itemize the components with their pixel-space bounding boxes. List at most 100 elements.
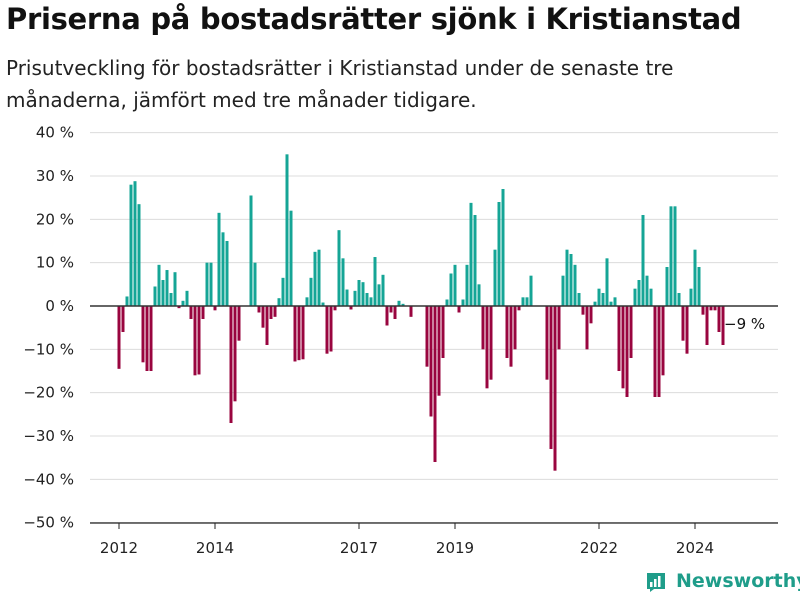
x-tick-label: 2012 [100,539,138,557]
bar [629,306,633,358]
bar [117,306,121,369]
bar [389,306,393,313]
bar [309,277,313,306]
y-tick-label: −20 % [23,384,74,402]
x-tick-label: 2024 [676,539,714,557]
bar [589,306,593,324]
bar [401,303,405,306]
bar [565,249,569,306]
brand-name: Newsworthy [676,570,800,592]
y-tick-label: −50 % [23,514,74,532]
bar [233,306,237,402]
bar [705,306,709,345]
bar [481,306,485,350]
bar [125,296,129,306]
bar [721,306,725,345]
chart-subtitle: Prisutveckling för bostadsrätter i Krist… [6,56,674,112]
bar [461,299,465,306]
bar [237,306,241,341]
bar [353,290,357,306]
bar [341,258,345,306]
bar [633,288,637,306]
bar [281,277,285,306]
bar [157,264,161,306]
bar [429,306,433,417]
bar [165,270,169,306]
bar [373,257,377,306]
bar [301,306,305,360]
x-tick-label: 2022 [580,539,618,557]
bar [605,258,609,306]
bar [517,306,521,311]
bar [673,206,677,306]
bar [337,230,341,306]
bar [477,284,481,306]
bar [621,306,625,389]
bar [557,306,561,350]
bar [689,288,693,306]
bar [509,306,513,367]
bar [265,306,269,345]
bar-series [117,154,725,471]
y-tick-label: 20 % [36,210,74,228]
bar [469,202,473,306]
bar [201,306,205,319]
bar [617,306,621,371]
bar [489,306,493,380]
latest-value-annotation: −9 % [724,315,765,333]
bar [685,306,689,354]
bar [445,299,449,306]
bar [669,206,673,306]
bar [365,293,369,306]
bar [289,210,293,306]
bar [553,306,557,471]
bar [441,306,445,358]
bar [597,288,601,306]
bar [257,306,261,313]
bar [693,249,697,306]
bar [205,262,209,306]
bar [349,306,353,310]
bar [697,267,701,306]
bar [701,306,705,315]
bar [561,275,565,306]
bar [681,306,685,341]
bar [625,306,629,397]
chart-title: Priserna på bostadsrätter sjönk i Kristi… [6,2,742,36]
bar [169,293,173,306]
bar [645,275,649,306]
bar [609,301,613,306]
bar [317,249,321,306]
bar [261,306,265,328]
bar [321,302,325,306]
bar [225,241,229,306]
bar [313,251,317,306]
bar [185,290,189,306]
bar [377,284,381,306]
bar [297,306,301,361]
bar [393,306,397,319]
bar [285,154,289,306]
bar [269,306,273,319]
bar [369,297,373,306]
bar [161,280,165,306]
bar [473,215,477,306]
bar [133,181,137,306]
bar [529,275,533,306]
bar [713,306,717,311]
bar [573,264,577,306]
bar [249,195,253,306]
bar [661,306,665,376]
bar [433,306,437,462]
bar [717,306,721,332]
bar [465,264,469,306]
x-tick-label: 2014 [196,539,234,557]
bar [361,282,365,306]
bar [653,306,657,397]
bar [229,306,233,423]
bar [325,306,329,354]
bar [665,267,669,306]
bar [333,306,337,311]
y-tick-label: −40 % [23,470,74,488]
